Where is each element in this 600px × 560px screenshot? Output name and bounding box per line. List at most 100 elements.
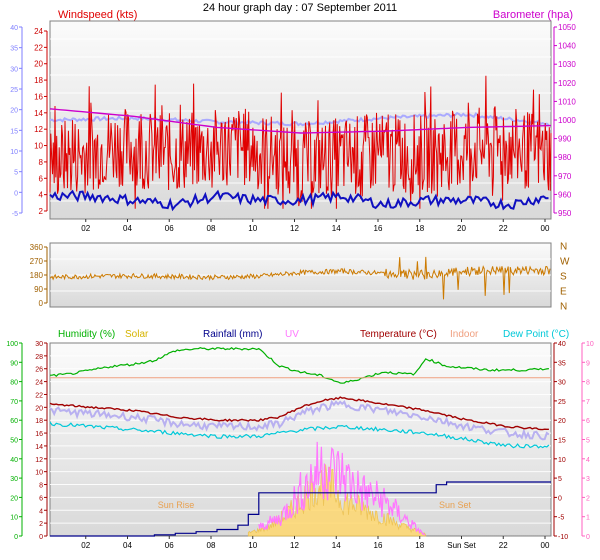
axis-tick-label: 25: [558, 399, 566, 406]
axis-tick-label: 0: [558, 495, 562, 502]
axis-tick-label: 70: [10, 399, 18, 406]
x-tick-label: 06: [165, 224, 174, 233]
axis-tick-label: 980: [558, 153, 572, 162]
x-tick-label: Sun Set: [447, 541, 476, 550]
x-tick-label: 12: [290, 541, 299, 550]
x-tick-label: 00: [541, 541, 550, 550]
axis-tick-label: 8: [39, 483, 43, 490]
x-tick-label: 06: [165, 541, 174, 550]
axis-tick-label: 10: [10, 149, 18, 156]
axis-tick-label: 2: [586, 495, 590, 502]
axis-tick-label: -5: [558, 515, 564, 522]
axis-tick-label: 4: [39, 191, 44, 200]
axis-tick-label: 1040: [558, 42, 576, 51]
axis-tick-label: 90: [10, 360, 18, 367]
uv-line: [258, 441, 426, 536]
rainfall-line: [50, 481, 551, 537]
axis-tick-label: 4: [586, 457, 590, 464]
axis-tick-label: 1050: [558, 23, 576, 32]
x-tick-label: 14: [332, 224, 341, 233]
axis-tick-label: 16: [34, 92, 43, 101]
axis-tick-label: 8: [39, 158, 44, 167]
axis-tick-label: 5: [586, 438, 590, 445]
axis-tick-label: 30: [35, 341, 43, 348]
windspeed-line: [49, 75, 552, 209]
axis-tick-label: 2: [39, 207, 44, 216]
axis-tick-label: 90: [34, 285, 43, 294]
axis-tick-label: 5: [14, 170, 18, 177]
axis-tick-label: 22: [35, 392, 43, 399]
axis-tick-label: 12: [35, 457, 43, 464]
axis-tick-label: 28: [35, 354, 43, 361]
x-tick-label: 12: [290, 224, 299, 233]
axis-tick-label: 24: [34, 27, 43, 36]
x-tick-label: 22: [499, 224, 508, 233]
compass-label: E: [560, 287, 567, 298]
axis-tick-label: 5: [558, 476, 562, 483]
x-tick-label: 20: [457, 224, 466, 233]
temperature-line: [49, 396, 549, 431]
legend-entry: Rainfall (mm): [203, 329, 262, 340]
axis-tick-label: 960: [558, 190, 572, 199]
axis-tick-label: 0: [14, 190, 18, 197]
x-tick-label: 16: [374, 224, 383, 233]
axis-tick-label: 30: [10, 476, 18, 483]
axis-tick-label: 4: [39, 508, 43, 515]
x-tick-label: 02: [81, 541, 90, 550]
axis-tick-label: 10: [34, 142, 43, 151]
sun-set-label: Sun Set: [439, 500, 472, 510]
compass-label: W: [560, 257, 570, 268]
axis-tick-label: 26: [35, 367, 43, 374]
compass-label: S: [560, 272, 567, 283]
axis-tick-label: 40: [10, 457, 18, 464]
x-tick-label: 14: [332, 541, 341, 550]
axis-tick-label: 80: [10, 380, 18, 387]
axis-tick-label: 950: [558, 209, 572, 218]
axis-tick-label: -10: [558, 534, 568, 541]
axis-tick-label: 10: [558, 457, 566, 464]
axis-tick-label: 2: [39, 521, 43, 528]
axis-tick-label: 1030: [558, 60, 576, 69]
x-tick-label: 10: [248, 224, 257, 233]
windspeed-label: Windspeed (kts): [58, 9, 137, 21]
axis-tick-label: 20: [35, 405, 43, 412]
wind-direction-line: [49, 256, 551, 300]
axis-tick-label: 18: [35, 418, 43, 425]
wind-low-line: [49, 189, 549, 212]
x-tick-label: 04: [123, 224, 132, 233]
axis-tick-label: 20: [10, 108, 18, 115]
legend-entry: Indoor: [450, 329, 479, 340]
axis-tick-label: 10: [586, 341, 594, 348]
axis-tick-label: 30: [10, 66, 18, 73]
axis-tick-label: 30: [558, 380, 566, 387]
axis-tick-label: 7: [586, 399, 590, 406]
axis-tick-label: 14: [34, 109, 43, 118]
axis-tick-label: 24: [35, 380, 43, 387]
barometer-label: Barometer (hpa): [493, 9, 573, 21]
x-tick-label: 22: [499, 541, 508, 550]
axis-tick-label: 3: [586, 476, 590, 483]
axis-tick-label: 1: [586, 515, 590, 522]
axis-tick-label: 0: [14, 534, 18, 541]
x-tick-label: 08: [207, 224, 216, 233]
axis-tick-label: 360: [30, 243, 44, 252]
x-tick-label: 18: [415, 541, 424, 550]
axis-tick-label: 1020: [558, 79, 576, 88]
apparent-temp-band: [49, 399, 550, 441]
x-tick-label: 00: [541, 224, 550, 233]
axis-tick-label: 20: [10, 495, 18, 502]
axis-tick-label: 6: [39, 495, 43, 502]
legend-entry: UV: [285, 329, 299, 340]
humidity-line: [50, 347, 549, 384]
axis-tick-label: 25: [10, 87, 18, 94]
axis-tick-label: 0: [39, 534, 43, 541]
axis-tick-label: 970: [558, 172, 572, 181]
axis-tick-label: 10: [10, 515, 18, 522]
axis-tick-label: 0: [586, 534, 590, 541]
axis-tick-label: 1000: [558, 116, 576, 125]
legend-entry: Temperature (°C): [360, 329, 437, 340]
x-tick-label: 16: [374, 541, 383, 550]
x-tick-label: 10: [248, 541, 257, 550]
axis-tick-label: 270: [30, 257, 44, 266]
